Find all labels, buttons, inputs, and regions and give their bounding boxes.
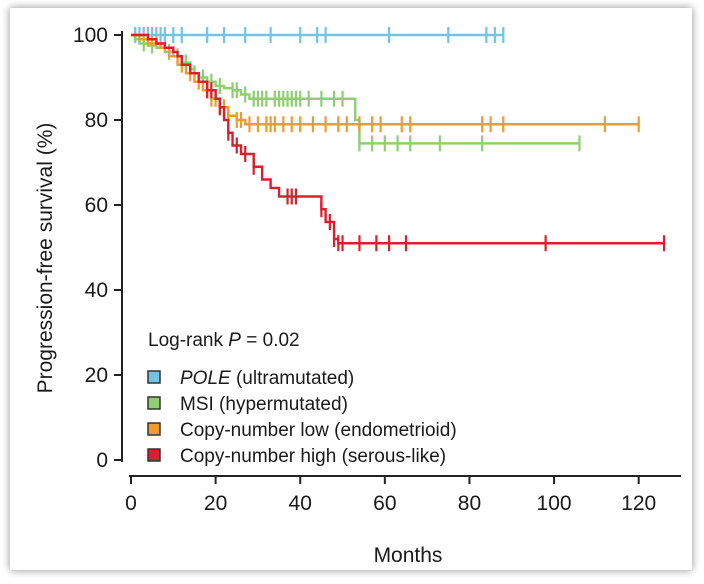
- survival-curves: [131, 27, 666, 252]
- annotation-p: P: [228, 330, 241, 351]
- x-tick-label: 120: [621, 492, 656, 515]
- legend-label: POLE (ultramutated): [180, 368, 354, 389]
- annotation-prefix: Log-rank: [148, 330, 228, 351]
- log-rank-annotation: Log-rank P = 0.02: [148, 330, 300, 351]
- survival-curve-line: [131, 33, 665, 245]
- y-tick-label: 0: [96, 449, 108, 472]
- x-axis-title: Months: [374, 544, 443, 567]
- y-tick-label: 40: [85, 279, 108, 302]
- legend-label: Copy-number low (endometrioid): [180, 420, 457, 441]
- axes: 0 20 40 60 80 100 0 20 40 60 80 100 120: [73, 24, 681, 515]
- y-tick-label: 60: [85, 194, 108, 217]
- legend-label: Copy-number high (serous-like): [180, 446, 446, 467]
- y-axis-title: Progression-free survival (%): [34, 123, 57, 394]
- series-1: [131, 27, 505, 43]
- annotation-suffix: = 0.02: [241, 330, 300, 351]
- y-tick-label: 80: [85, 109, 108, 132]
- y-tick-label: 20: [85, 364, 108, 387]
- x-tick-label: 0: [125, 492, 137, 515]
- y-tick-label: 100: [73, 24, 108, 47]
- x-tick-label: 20: [204, 492, 227, 515]
- legend-swatch: [147, 370, 161, 384]
- legend-label: MSI (hypermutated): [180, 394, 348, 415]
- survival-curve-line: [131, 33, 639, 126]
- x-tick-label: 60: [373, 492, 396, 515]
- legend-swatch: [147, 448, 161, 462]
- legend-swatch: [147, 396, 161, 410]
- legend-swatch: [147, 422, 161, 436]
- x-tick-label: 80: [458, 492, 481, 515]
- legend-label-rest: (ultramutated): [231, 368, 355, 389]
- series-2: [131, 33, 581, 152]
- series-4: [131, 33, 666, 252]
- x-tick-label: 100: [537, 492, 572, 515]
- x-tick-label: 40: [289, 492, 312, 515]
- legend-label-italic: POLE: [180, 368, 231, 389]
- legend: Log-rank P = 0.02 POLE (ultramutated) MSI …: [147, 330, 457, 467]
